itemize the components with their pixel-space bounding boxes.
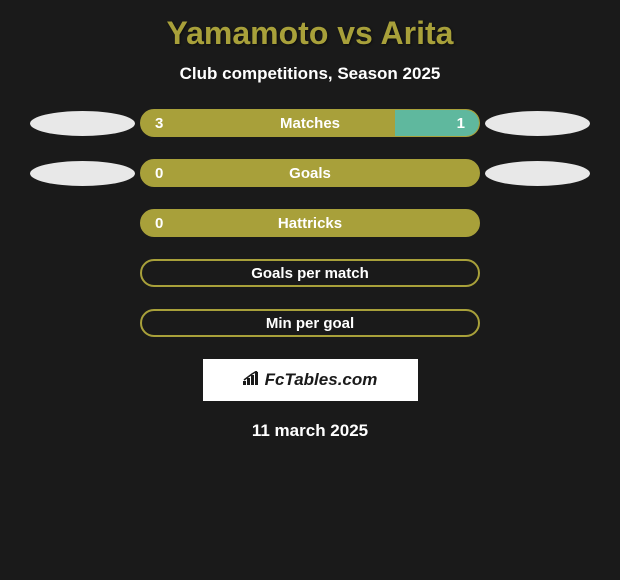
page-title: Yamamoto vs Arita [5, 15, 615, 52]
chart-icon [243, 371, 261, 389]
left-value: 3 [155, 115, 163, 132]
stat-row-matches: 3 Matches 1 [5, 109, 615, 137]
stat-bar: 3 Matches 1 [140, 109, 480, 137]
stat-bar: Min per goal [140, 309, 480, 337]
bar-right-fill [395, 110, 480, 136]
date-text: 11 march 2025 [5, 421, 615, 441]
logo-label: FcTables.com [265, 370, 378, 390]
logo-text: FcTables.com [243, 370, 378, 390]
stat-label: Matches [280, 115, 340, 132]
stat-label: Hattricks [278, 215, 342, 232]
right-ellipse-icon [485, 111, 590, 136]
left-ellipse-icon [30, 111, 135, 136]
stat-label: Min per goal [266, 315, 354, 332]
stat-row-goals-per-match: Goals per match [5, 259, 615, 287]
stat-row-goals: 0 Goals [5, 159, 615, 187]
stat-row-min-per-goal: Min per goal [5, 309, 615, 337]
right-marker-container [480, 161, 595, 186]
stat-row-hattricks: 0 Hattricks [5, 209, 615, 237]
stat-label: Goals per match [251, 265, 369, 282]
stat-bar: 0 Hattricks [140, 209, 480, 237]
logo-box: FcTables.com [203, 359, 418, 401]
stat-bar: 0 Goals [140, 159, 480, 187]
left-marker-container [25, 161, 140, 186]
left-value: 0 [155, 215, 163, 232]
left-marker-container [25, 111, 140, 136]
left-ellipse-icon [30, 161, 135, 186]
left-value: 0 [155, 165, 163, 182]
right-value: 1 [457, 115, 465, 132]
stat-bar: Goals per match [140, 259, 480, 287]
right-ellipse-icon [485, 161, 590, 186]
right-marker-container [480, 111, 595, 136]
subtitle: Club competitions, Season 2025 [5, 64, 615, 84]
stat-label: Goals [289, 165, 331, 182]
infographic-container: Yamamoto vs Arita Club competitions, Sea… [0, 0, 620, 580]
